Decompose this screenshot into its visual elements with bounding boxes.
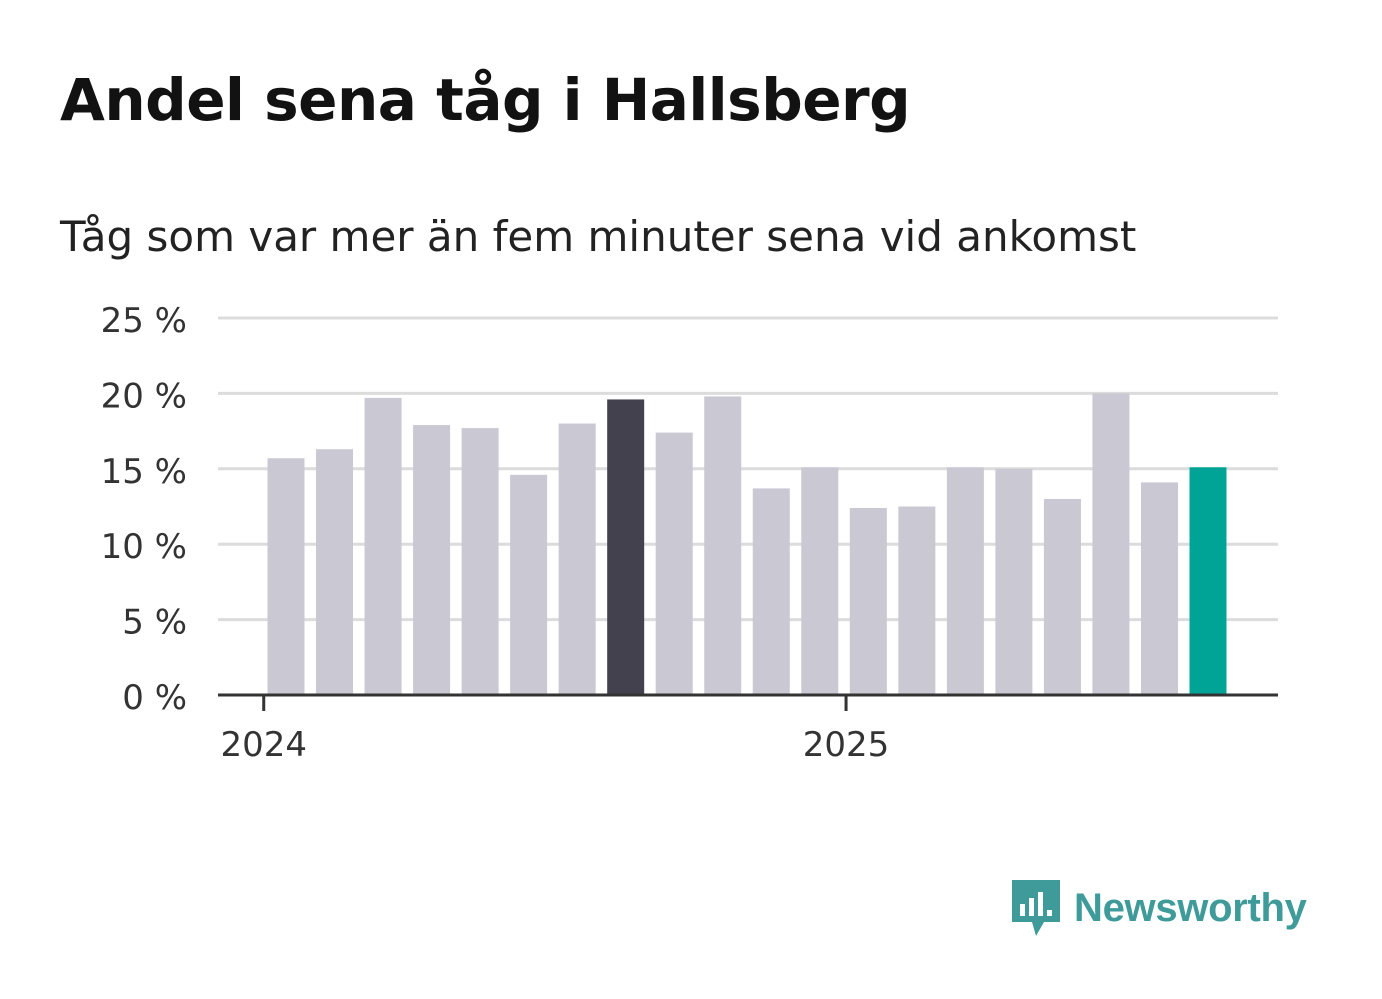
chart-subtitle: Tåg som var mer än fem minuter sena vid … [60, 212, 1137, 261]
bar-2025-05 [1043, 498, 1081, 695]
x-tick-label: 2024 [220, 725, 307, 765]
x-tick-label: 2025 [803, 725, 890, 765]
bar-2024-01 [267, 458, 305, 695]
bar-2024-08 [607, 399, 645, 695]
bar-2024-10 [704, 396, 742, 695]
y-tick-label: 15 % [101, 452, 187, 492]
y-tick-label: 5 % [122, 603, 187, 643]
y-tick-label: 10 % [101, 527, 187, 567]
y-tick-label: 20 % [101, 376, 187, 416]
bar-2024-03 [364, 397, 402, 695]
bar-2024-06 [510, 474, 548, 695]
bar-2024-05 [461, 428, 499, 695]
bar-2025-06 [1092, 393, 1130, 695]
newsworthy-logo: Newsworthy [1010, 878, 1307, 938]
bar-2025-03 [946, 467, 984, 695]
bar-2025-07 [1140, 482, 1178, 695]
bar-2024-09 [655, 432, 693, 695]
y-tick-label: 25 % [101, 301, 187, 341]
bar-2024-12 [801, 467, 839, 695]
bar-chart-speech-bubble-icon [1012, 880, 1060, 936]
bar-2024-04 [413, 425, 451, 695]
bar-2025-08 [1189, 467, 1227, 695]
bar-2025-01 [849, 508, 887, 695]
bar-2025-02 [898, 506, 936, 695]
bar-2024-11 [752, 488, 790, 695]
bar-2024-07 [558, 423, 596, 695]
bar-2024-02 [316, 449, 354, 695]
brand-name: Newsworthy [1074, 885, 1307, 930]
y-tick-label: 0 % [122, 678, 187, 718]
bar-2025-04 [995, 468, 1033, 695]
chart-title: Andel sena tåg i Hallsberg [60, 66, 911, 134]
